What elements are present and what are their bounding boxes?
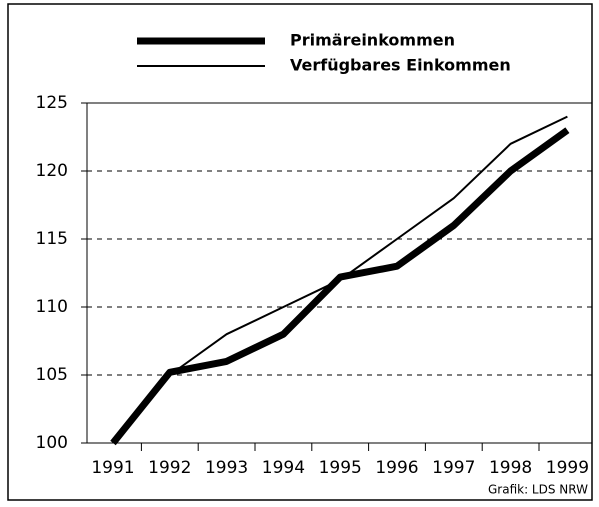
series-line bbox=[110, 127, 570, 446]
x-tick-label: 1995 bbox=[319, 458, 362, 478]
source-note: Grafik: LDS NRW bbox=[488, 483, 588, 497]
y-tick-label: 110 bbox=[36, 297, 68, 317]
x-tick-label: 1997 bbox=[432, 458, 475, 478]
y-tick-label: 125 bbox=[36, 93, 68, 113]
series-line bbox=[112, 115, 568, 444]
legend-label: Verfügbares Einkommen bbox=[290, 56, 511, 75]
y-tick-label: 105 bbox=[36, 365, 68, 385]
legend-label: Primäreinkommen bbox=[290, 31, 455, 50]
y-tick-label: 100 bbox=[36, 433, 68, 453]
x-tick-label: 1994 bbox=[262, 458, 305, 478]
x-tick-label: 1999 bbox=[546, 458, 589, 478]
x-tick-label: 1993 bbox=[205, 458, 248, 478]
x-tick-label: 1992 bbox=[148, 458, 191, 478]
x-tick-label: 1991 bbox=[91, 458, 134, 478]
y-tick-label: 115 bbox=[36, 229, 68, 249]
x-tick-label: 1996 bbox=[375, 458, 418, 478]
frame bbox=[7, 3, 593, 501]
y-tick-label: 120 bbox=[36, 161, 68, 181]
x-tick-label: 1998 bbox=[489, 458, 532, 478]
